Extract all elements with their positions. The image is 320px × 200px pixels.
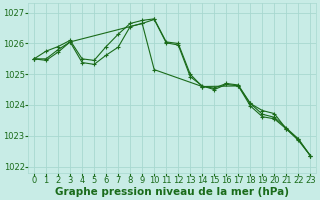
X-axis label: Graphe pression niveau de la mer (hPa): Graphe pression niveau de la mer (hPa) [55,187,289,197]
